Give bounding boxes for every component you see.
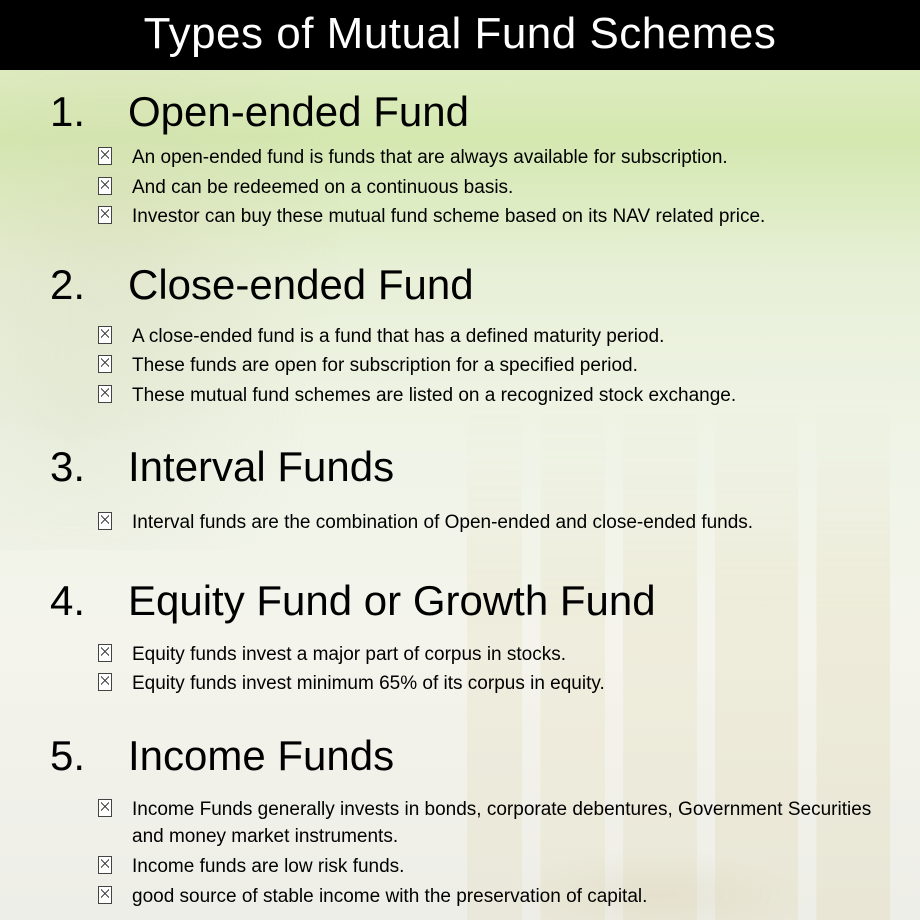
section-heading: 3. Interval Funds [50,443,880,491]
section-equity: 4. Equity Fund or Growth Fund Equity fun… [50,577,880,698]
list-item: These mutual fund schemes are listed on … [98,382,880,410]
list-item: A close-ended fund is a fund that has a … [98,323,880,351]
section-number: 2. [50,261,128,309]
list-item: These funds are open for subscription fo… [98,352,880,380]
section-open-ended: 1. Open-ended Fund An open-ended fund is… [50,88,880,231]
section-number: 1. [50,88,128,136]
bullet-list: Interval funds are the combination of Op… [50,509,880,537]
section-title: Equity Fund or Growth Fund [128,577,656,625]
bullet-list: Equity funds invest a major part of corp… [50,641,880,698]
section-heading: 4. Equity Fund or Growth Fund [50,577,880,625]
list-item: Income Funds generally invests in bonds,… [98,796,880,851]
page-title: Types of Mutual Fund Schemes [0,0,920,70]
list-item: An open-ended fund is funds that are alw… [98,144,880,172]
section-heading: 2. Close-ended Fund [50,261,880,309]
section-number: 5. [50,732,128,780]
section-title: Close-ended Fund [128,261,474,309]
section-close-ended: 2. Close-ended Fund A close-ended fund i… [50,261,880,410]
list-item: good source of stable income with the pr… [98,883,880,911]
section-heading: 1. Open-ended Fund [50,88,880,136]
bullet-list: An open-ended fund is funds that are alw… [50,144,880,231]
section-title: Income Funds [128,732,394,780]
section-title: Interval Funds [128,443,394,491]
list-item: Income funds are low risk funds. [98,853,880,881]
section-income: 5. Income Funds Income Funds generally i… [50,732,880,910]
list-item: Interval funds are the combination of Op… [98,509,880,537]
list-item: Investor can buy these mutual fund schem… [98,203,880,231]
section-heading: 5. Income Funds [50,732,880,780]
list-item: Equity funds invest a major part of corp… [98,641,880,669]
section-interval: 3. Interval Funds Interval funds are the… [50,443,880,537]
bullet-list: Income Funds generally invests in bonds,… [50,796,880,910]
list-item: Equity funds invest minimum 65% of its c… [98,670,880,698]
section-number: 4. [50,577,128,625]
list-item: And can be redeemed on a continuous basi… [98,174,880,202]
section-number: 3. [50,443,128,491]
content-area: 1. Open-ended Fund An open-ended fund is… [0,70,920,910]
section-title: Open-ended Fund [128,88,469,136]
bullet-list: A close-ended fund is a fund that has a … [50,323,880,410]
